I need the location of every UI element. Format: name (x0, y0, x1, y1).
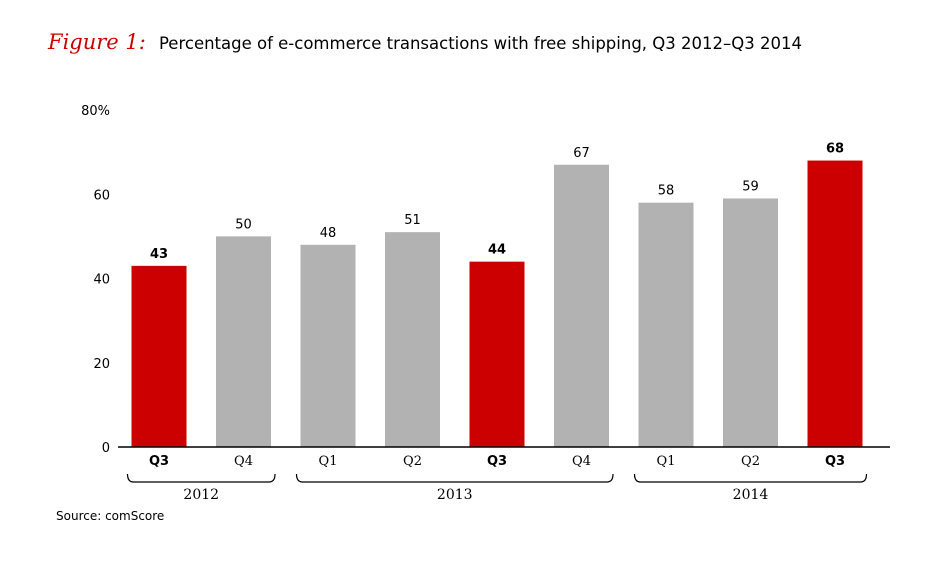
data-label: 68 (826, 142, 844, 157)
data-label: 59 (742, 179, 759, 194)
data-label: 67 (573, 146, 590, 161)
y-tick-label: 20 (93, 357, 110, 372)
bar (131, 265, 187, 447)
y-tick-label: 80% (81, 104, 110, 119)
x-tick-label: Q4 (572, 454, 591, 469)
bar (554, 164, 609, 447)
year-label: 2012 (183, 487, 219, 503)
year-bracket (633, 473, 868, 483)
year-label: 2013 (437, 487, 473, 503)
bar (723, 198, 778, 447)
data-label: 43 (150, 247, 168, 262)
year-bracket (295, 473, 614, 483)
y-tick-label: 40 (93, 273, 110, 288)
x-tick-label: Q3 (149, 454, 169, 469)
bar (385, 232, 440, 447)
data-label: 44 (488, 243, 506, 258)
x-tick-label: Q1 (319, 454, 338, 469)
data-label: 51 (404, 213, 421, 228)
source-note: Source: comScore (56, 509, 165, 523)
x-tick-label: Q2 (741, 454, 760, 469)
bar (469, 261, 525, 447)
x-tick-label: Q3 (487, 454, 507, 469)
bar (807, 160, 863, 448)
chart-title-row: Figure 1: Percentage of e-commerce trans… (48, 30, 802, 54)
data-label: 50 (235, 217, 252, 232)
chart-title: Percentage of e-commerce transactions wi… (158, 34, 802, 53)
bar (216, 236, 271, 447)
x-tick-label: Q1 (657, 454, 676, 469)
y-tick-label: 0 (102, 441, 110, 456)
data-label: 58 (658, 184, 675, 199)
year-label: 2014 (733, 487, 769, 503)
figure-label: Figure 1: (48, 30, 146, 54)
y-tick-label: 60 (93, 188, 110, 203)
x-tick-label: Q4 (234, 454, 253, 469)
x-tick-label: Q2 (403, 454, 422, 469)
bar (300, 244, 356, 447)
data-label: 48 (320, 226, 337, 241)
year-bracket (126, 473, 276, 483)
x-tick-label: Q3 (825, 454, 845, 469)
bar (638, 202, 694, 447)
